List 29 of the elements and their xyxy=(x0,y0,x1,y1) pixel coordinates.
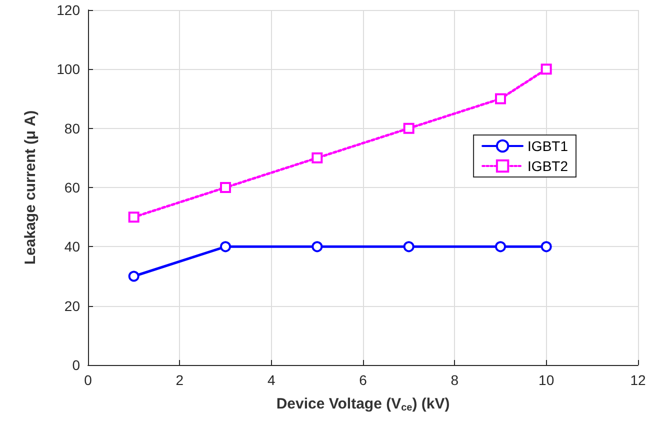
point xyxy=(220,182,231,193)
y-tick-label: 60 xyxy=(64,180,80,196)
point xyxy=(128,270,140,282)
y-tick-label: 40 xyxy=(64,238,80,255)
point xyxy=(540,241,552,252)
x-tick-label: 4 xyxy=(267,372,276,388)
point xyxy=(495,241,506,252)
y-tick-label: 0 xyxy=(72,357,80,373)
x-tick-label: 12 xyxy=(630,372,646,388)
point xyxy=(403,122,414,134)
x-tick-label: 2 xyxy=(176,372,184,388)
point xyxy=(495,93,506,104)
point xyxy=(540,64,552,75)
x-tick-label: 10 xyxy=(538,372,554,388)
y-tick-label: 120 xyxy=(56,2,80,18)
y-tick-label: 100 xyxy=(56,61,80,78)
point xyxy=(220,241,231,252)
y-axis-title: Leakage current (μ A) xyxy=(22,110,39,265)
y-tick-label: 80 xyxy=(64,120,80,136)
point xyxy=(128,212,140,223)
x-tick-label: 0 xyxy=(84,372,92,388)
point xyxy=(312,152,323,164)
legend-label: IGBT1 xyxy=(528,138,568,154)
x-tick-label: 6 xyxy=(359,372,368,388)
x-tick-label: 8 xyxy=(450,372,459,388)
point xyxy=(312,241,323,252)
point xyxy=(403,241,414,252)
legend-label: IGBT2 xyxy=(528,158,568,174)
y-tick-label: 20 xyxy=(64,298,80,314)
